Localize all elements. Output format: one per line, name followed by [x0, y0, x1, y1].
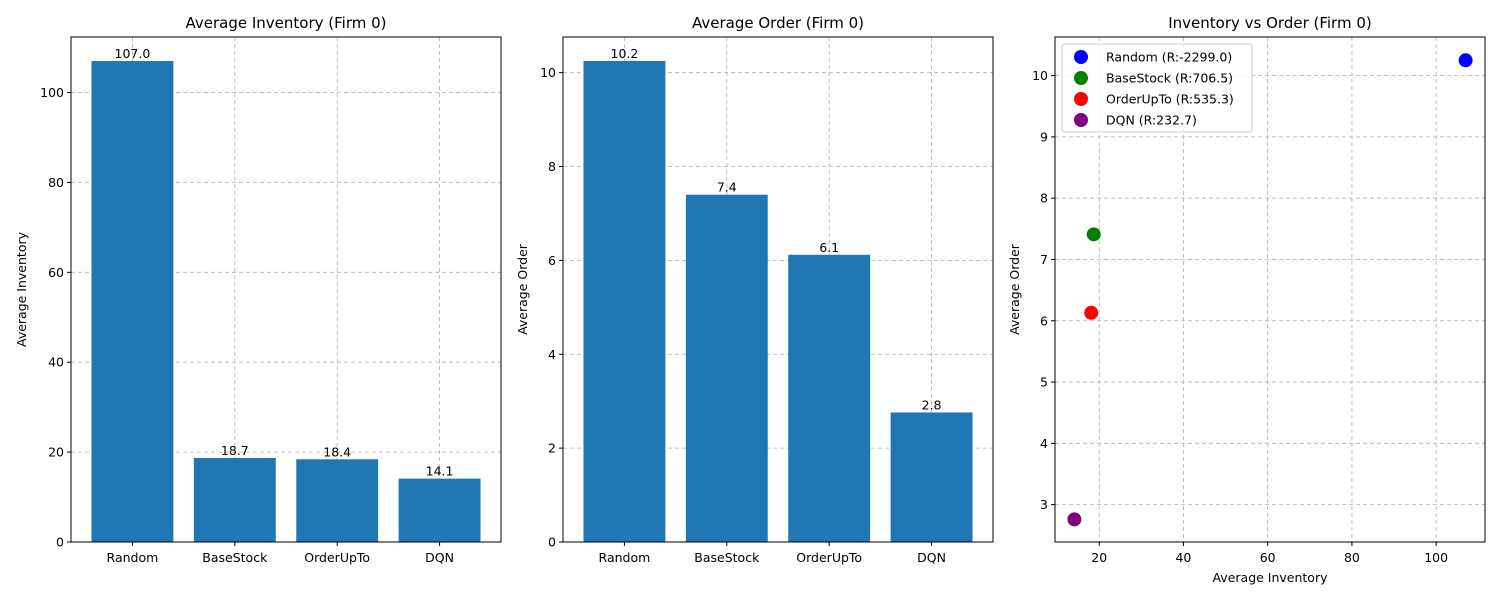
y-tick-label: 6 [1040, 313, 1048, 328]
bar-dqn [890, 412, 973, 542]
y-tick-labels: 0 2 4 6 8 10 [540, 65, 563, 550]
x-tick-label: 100 [1424, 550, 1448, 565]
x-tick-label: OrderUpTo [304, 550, 370, 565]
y-axis-label: Average Inventory [14, 231, 29, 347]
y-tick-label: 10 [540, 65, 556, 80]
bars [91, 61, 481, 543]
x-tick-label: OrderUpTo [796, 550, 862, 565]
legend-marker [1074, 50, 1088, 64]
y-tick-label: 0 [56, 535, 64, 550]
bars [583, 60, 973, 542]
legend-marker [1074, 92, 1088, 106]
bar-value-label: 6.1 [819, 240, 839, 255]
y-tick-label: 8 [1040, 191, 1048, 206]
bar-value-label: 18.7 [221, 443, 249, 458]
bar-value-label: 107.0 [115, 46, 151, 61]
legend-entry: OrderUpTo (R:535.3) [1106, 92, 1234, 107]
scatter-point [1084, 305, 1099, 320]
x-tick-label: DQN [917, 550, 946, 565]
plot-frame [70, 36, 502, 543]
y-tick-label: 5 [1040, 375, 1048, 390]
y-axis-label: Average Order [1007, 243, 1022, 335]
y-tick-label: 8 [548, 159, 556, 174]
y-tick-label: 40 [48, 355, 64, 370]
y-tick-labels: 0 20 40 60 80 100 [40, 85, 71, 550]
y-tick-label: 9 [1040, 129, 1048, 144]
y-tick-label: 80 [48, 175, 64, 190]
y-tick-label: 0 [548, 535, 556, 550]
legend-box [1061, 43, 1253, 133]
bar-random [583, 60, 666, 542]
bar-value-label: 18.4 [323, 444, 351, 459]
legend-entry: BaseStock (R:706.5) [1106, 71, 1233, 86]
chart-title: Average Order (Firm 0) [692, 14, 864, 32]
x-tick-label: BaseStock [202, 550, 268, 565]
bar-value-label: 14.1 [426, 464, 454, 479]
x-tick-label: BaseStock [694, 550, 760, 565]
y-tick-label: 7 [1040, 252, 1048, 267]
scatter-point [1458, 53, 1473, 68]
x-tick-labels: 20 40 60 80 100 [1091, 542, 1448, 565]
bar-orderupto [788, 254, 871, 542]
panel-average-order: Average Order (Firm 0) 10.2 7.4 6.1 2.8 Ran… [515, 14, 994, 565]
y-tick-labels: 3 4 5 6 7 8 9 10 [1032, 68, 1055, 512]
scatter-points [1067, 53, 1473, 527]
plot-frame [1054, 36, 1486, 543]
legend-marker [1074, 113, 1088, 127]
x-tick-label: 40 [1175, 550, 1191, 565]
y-tick-label: 4 [1040, 436, 1048, 451]
y-axis-label: Average Order [515, 243, 530, 335]
bar-basestock [685, 194, 768, 542]
panel-average-inventory: Average Inventory (Firm 0) 107.0 18.7 18.4… [14, 14, 502, 565]
legend-entry: DQN (R:232.7) [1106, 113, 1197, 128]
x-tick-labels: Random BaseStock OrderUpTo DQN [599, 542, 946, 565]
y-tick-label: 3 [1040, 497, 1048, 512]
bar-value-labels: 10.2 7.4 6.1 2.8 [611, 46, 942, 413]
bar-value-label: 2.8 [922, 397, 942, 412]
x-tick-label: 60 [1260, 550, 1276, 565]
x-tick-label: DQN [425, 550, 454, 565]
legend: Random (R:-2299.0) BaseStock (R:706.5) Ord… [1061, 43, 1253, 133]
panel-inventory-vs-order: Inventory vs Order (Firm 0) 20 40 60 80 100 … [1007, 14, 1486, 585]
plot-frame [562, 36, 994, 543]
y-tick-label: 4 [548, 347, 556, 362]
bar-basestock [193, 457, 276, 542]
y-tick-label: 10 [1032, 68, 1048, 83]
x-tick-labels: Random BaseStock OrderUpTo DQN [107, 542, 454, 565]
bar-dqn [398, 478, 481, 542]
legend-marker [1074, 71, 1088, 85]
x-axis-label: Average Inventory [1212, 570, 1328, 585]
legend-entry: Random (R:-2299.0) [1106, 50, 1232, 65]
x-tick-label: 80 [1344, 550, 1360, 565]
y-tick-label: 100 [40, 85, 64, 100]
y-tick-label: 20 [48, 445, 64, 460]
y-tick-label: 2 [548, 441, 556, 456]
bar-value-labels: 107.0 18.7 18.4 14.1 [115, 46, 454, 479]
x-tick-label: 20 [1091, 550, 1107, 565]
y-tick-label: 6 [548, 253, 556, 268]
bar-random [91, 61, 174, 543]
chart-title: Average Inventory (Firm 0) [185, 14, 386, 32]
y-tick-label: 60 [48, 265, 64, 280]
bar-orderupto [296, 459, 379, 542]
x-tick-label: Random [599, 550, 651, 565]
bar-value-label: 10.2 [611, 46, 639, 61]
grid-lines [1055, 37, 1485, 542]
chart-title: Inventory vs Order (Firm 0) [1168, 14, 1372, 32]
bar-value-label: 7.4 [717, 180, 737, 195]
x-tick-label: Random [107, 550, 159, 565]
scatter-point [1067, 512, 1082, 527]
scatter-point [1086, 227, 1101, 242]
